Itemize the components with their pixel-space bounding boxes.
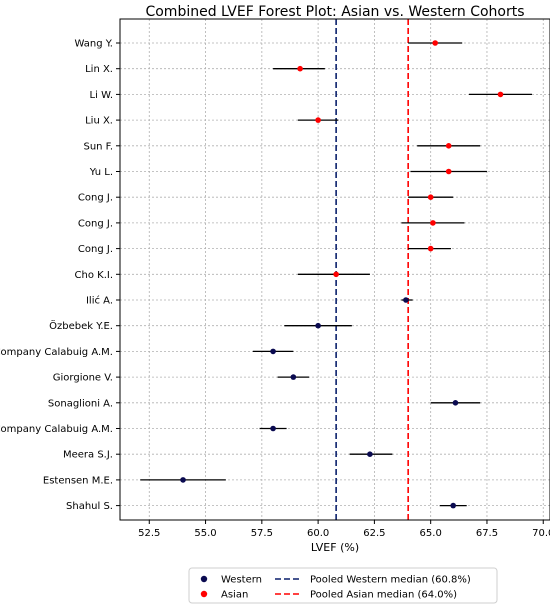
study-row: [277, 374, 310, 380]
estimate-point: [450, 502, 456, 509]
y-axis-ticks: Wang Y. Lin X. Li W. Liu X. Sun F. Yu L. Cong …: [0, 39, 120, 512]
estimate-point: [297, 65, 303, 72]
study-row: [297, 271, 370, 278]
study-row: [349, 451, 393, 458]
y-tick-label: Shahul S.: [66, 501, 113, 512]
study-row: [259, 425, 287, 432]
study-row: [408, 194, 454, 200]
y-tick-label: Li W.: [90, 90, 113, 101]
y-tick-label: Lin X.: [85, 64, 113, 75]
study-row: [252, 348, 294, 355]
legend-label: Pooled Western median (60.8%): [310, 575, 471, 586]
y-tick-label: Özbebek Y.E.: [49, 319, 113, 332]
y-tick-label: Liu X.: [85, 116, 113, 127]
estimate-point: [430, 220, 436, 226]
estimate-point: [270, 425, 276, 432]
study-row: [417, 143, 481, 149]
y-tick-label: Cong J.: [78, 218, 113, 229]
estimate-point: [315, 117, 321, 123]
reference-lines: [335, 19, 409, 520]
estimate-point: [270, 348, 276, 355]
x-axis-ticks: 52.5 55.0 57.5 60.0 62.5 65.0 67.5 70.0: [138, 520, 550, 539]
estimate-point: [367, 451, 373, 458]
study-row: [401, 220, 465, 226]
legend-entry: Asian: [200, 590, 248, 601]
estimate-point: [333, 271, 339, 278]
study-row: [140, 477, 226, 483]
x-tick-label: 60.0: [307, 528, 329, 539]
study-row: [297, 117, 339, 123]
y-tick-label: Sun F.: [83, 141, 113, 152]
estimate-point: [427, 194, 434, 200]
y-tick-label: Ilić A.: [86, 295, 113, 307]
estimate-point: [180, 477, 186, 483]
x-tick-label: 57.5: [251, 528, 273, 539]
x-tick-label: 55.0: [194, 528, 216, 539]
y-tick-label: Cong J.: [78, 244, 113, 255]
estimate-point: [432, 40, 438, 46]
legend-entry: Pooled Asian median (64.0%): [275, 590, 457, 601]
study-row: [273, 65, 325, 72]
study-row: [408, 245, 451, 252]
y-tick-label: Meera S.J.: [63, 450, 113, 461]
plot-frame: [119, 18, 550, 521]
legend: Western Pooled Western median (60.8%) Asia…: [188, 567, 498, 604]
y-tick-label: Cho K.I.: [75, 270, 113, 281]
estimate-point: [452, 400, 459, 406]
y-tick-label: Giorgione V.: [53, 373, 113, 384]
legend-label: Pooled Asian median (64.0%): [310, 590, 457, 601]
legend-label: Asian: [221, 590, 248, 601]
x-tick-label: 62.5: [363, 528, 385, 539]
grid: [120, 19, 550, 520]
legend-marker: [200, 590, 208, 598]
study-row: [468, 91, 532, 98]
estimate-point: [497, 91, 504, 98]
estimate-point: [290, 374, 297, 380]
x-tick-label: 52.5: [138, 528, 160, 539]
y-tick-label: Sonaglioni A.: [48, 398, 113, 409]
estimate-point: [445, 143, 452, 149]
legend-frame: [188, 567, 498, 604]
estimate-point: [403, 297, 409, 303]
study-row: [408, 40, 463, 46]
x-tick-label: 65.0: [420, 528, 442, 539]
y-tick-label: Yu L.: [89, 167, 113, 178]
legend-marker: [200, 575, 208, 583]
y-tick-label: Company Calabuig A.M.: [0, 424, 113, 435]
study-row: [439, 502, 467, 509]
chart-title: Combined LVEF Forest Plot: Asian vs. Wes…: [145, 4, 524, 20]
study-row: [410, 168, 487, 175]
study-row: [430, 400, 481, 406]
study-row: [284, 322, 352, 329]
legend-entry: Western: [200, 575, 262, 586]
estimate-point: [427, 245, 434, 252]
x-tick-label: 67.5: [476, 528, 498, 539]
y-tick-label: Company Calabuig A.M.: [0, 347, 113, 358]
x-axis-label: LVEF (%): [311, 541, 359, 554]
y-tick-label: Estensen M.E.: [43, 475, 113, 486]
y-tick-label: Cong J.: [78, 193, 113, 204]
study-row: [401, 297, 413, 303]
legend-label: Western: [221, 575, 262, 586]
x-tick-label: 70.0: [532, 528, 550, 539]
estimate-point: [445, 168, 452, 175]
legend-entry: Pooled Western median (60.8%): [275, 575, 471, 586]
study-rows: [140, 40, 532, 509]
estimate-point: [315, 322, 321, 329]
y-tick-label: Wang Y.: [74, 39, 113, 50]
